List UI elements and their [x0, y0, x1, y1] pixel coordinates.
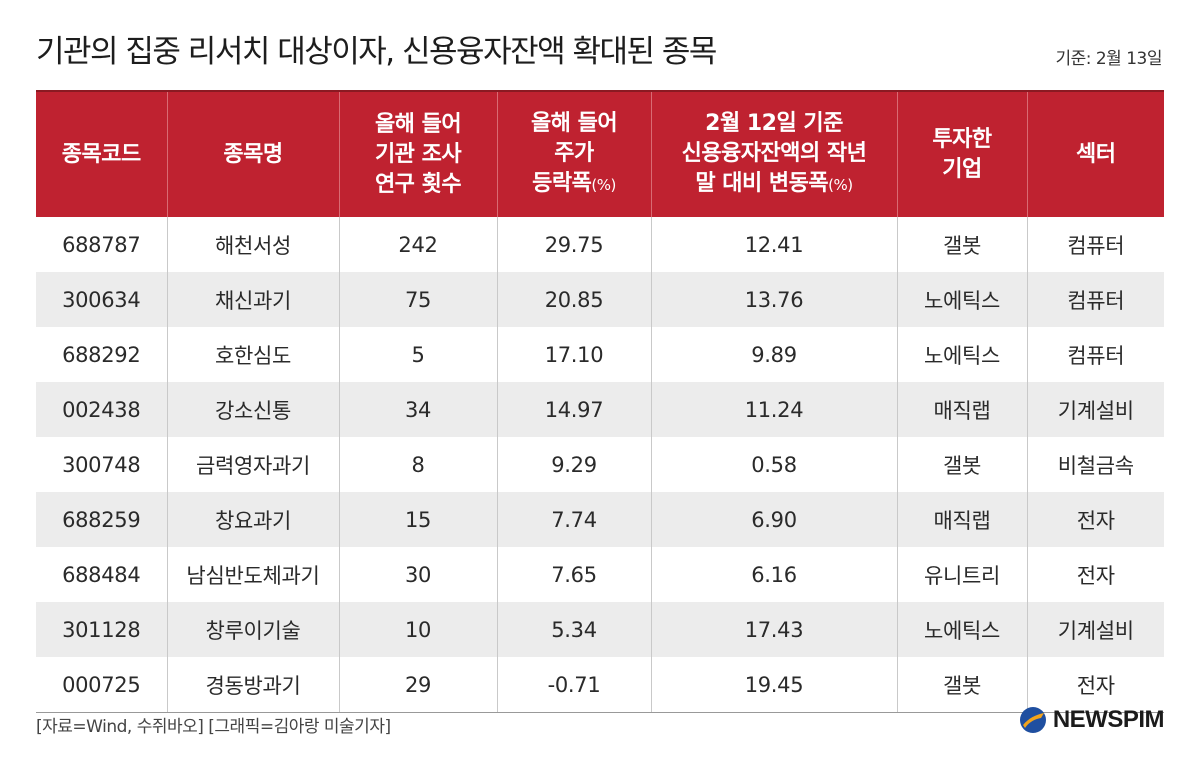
table-row: 688259 창요과기 15 7.74 6.90 매직랩 전자 — [36, 492, 1164, 547]
cell-margin-change: 0.58 — [650, 437, 897, 492]
cell-company: 매직랩 — [896, 382, 1027, 437]
cell-price-change: 7.74 — [496, 492, 651, 547]
cell-name: 창요과기 — [166, 492, 339, 547]
cell-margin-change: 13.76 — [650, 272, 897, 327]
table-row: 688484 남심반도체과기 30 7.65 6.16 유니트리 전자 — [36, 547, 1164, 602]
cell-code: 688787 — [62, 232, 141, 257]
cell-sector: 전자 — [1026, 657, 1164, 713]
stock-table-container: 종목코드 종목명 올해 들어 기관 조사 연구 횟수 올해 들어 주가 등락폭(… — [36, 90, 1164, 713]
header-research-count: 올해 들어 기관 조사 연구 횟수 — [338, 91, 497, 217]
date-label: 기준: 2월 13일 — [1055, 49, 1162, 69]
table-row: 688292 호한심도 5 17.10 9.89 노에틱스 컴퓨터 — [36, 327, 1164, 382]
table-row: 301128 창루이기술 10 5.34 17.43 노에틱스 기계설비 — [36, 602, 1164, 657]
cell-price-change: 20.85 — [496, 272, 651, 327]
cell-sector: 전자 — [1026, 547, 1164, 602]
cell-company: 매직랩 — [896, 492, 1027, 547]
cell-sector: 기계설비 — [1026, 382, 1164, 437]
newspim-logo-icon — [1019, 707, 1046, 733]
cell-code: 688292 — [62, 342, 141, 367]
cell-code: 688259 — [36, 492, 167, 547]
header-invested-company: 투자한 기업 — [896, 91, 1027, 217]
table-row: 000725 경동방과기 29 -0.71 19.45 갤봇 전자 — [36, 657, 1164, 713]
cell-name: 금력영자과기 — [166, 437, 339, 492]
header-margin-change: 2월 12일 기준 신용융자잔액의 작년 말 대비 변동폭(%) — [650, 91, 897, 217]
cell-research-count: 29 — [338, 657, 497, 713]
stock-table: 종목코드 종목명 올해 들어 기관 조사 연구 횟수 올해 들어 주가 등락폭(… — [36, 90, 1164, 713]
cell-research-count: 5 — [338, 327, 497, 382]
header-name: 종목명 — [166, 91, 339, 217]
newspim-logo-text: NEWSPIM — [1052, 706, 1165, 733]
cell-research-count: 34 — [338, 382, 497, 437]
cell-sector: 컴퓨터 — [1026, 327, 1164, 382]
cell-name: 채신과기 — [166, 272, 339, 327]
cell-price-change: 5.34 — [496, 602, 651, 657]
cell-code: 300748 — [62, 452, 141, 477]
cell-code: 000725 — [36, 657, 167, 713]
cell-name: 강소신통 — [166, 382, 339, 437]
cell-sector: 기계설비 — [1026, 602, 1164, 657]
cell-price-change: 17.10 — [496, 327, 651, 382]
cell-code: 300634 — [36, 272, 167, 327]
cell-margin-change: 12.41 — [650, 217, 897, 272]
cell-code: 301128 — [36, 602, 167, 657]
cell-code: 688484 — [62, 562, 141, 587]
cell-company: 노에틱스 — [896, 272, 1027, 327]
cell-research-count: 8 — [338, 437, 497, 492]
table-row: 300634 채신과기 75 20.85 13.76 노에틱스 컴퓨터 — [36, 272, 1164, 327]
cell-price-change: 14.97 — [496, 382, 651, 437]
cell-sector: 컴퓨터 — [1026, 217, 1164, 272]
cell-research-count: 75 — [338, 272, 497, 327]
cell-company: 노에틱스 — [896, 327, 1027, 382]
cell-company: 갤봇 — [896, 217, 1027, 272]
newspim-logo: NEWSPIM — [1019, 706, 1165, 734]
table-body: 688787 해천서성 242 29.75 12.41 갤봇 컴퓨터 300634 채신과기 75… — [36, 217, 1164, 713]
cell-name: 호한심도 — [166, 327, 339, 382]
cell-sector: 전자 — [1026, 492, 1164, 547]
cell-name: 남심반도체과기 — [166, 547, 339, 602]
table-row: 002438 강소신통 34 14.97 11.24 매직랩 기계설비 — [36, 382, 1164, 437]
cell-price-change: 29.75 — [496, 217, 651, 272]
header-code: 종목코드 — [36, 91, 167, 217]
cell-name: 창루이기술 — [166, 602, 339, 657]
cell-company: 갤봇 — [896, 437, 1027, 492]
cell-margin-change: 17.43 — [650, 602, 897, 657]
cell-price-change: 7.65 — [496, 547, 651, 602]
cell-margin-change: 6.16 — [650, 547, 897, 602]
cell-research-count: 242 — [338, 217, 497, 272]
cell-sector: 컴퓨터 — [1026, 272, 1164, 327]
table-row: 300748 금력영자과기 8 9.29 0.58 갤봇 비철금속 — [36, 437, 1164, 492]
cell-margin-change: 19.45 — [650, 657, 897, 713]
cell-company: 갤봇 — [896, 657, 1027, 713]
cell-code: 002438 — [36, 382, 167, 437]
cell-price-change: -0.71 — [496, 657, 651, 713]
cell-margin-change: 11.24 — [650, 382, 897, 437]
source-credit: [자료=Wind, 수쥐바오] [그래픽=김아랑 미술기자] — [36, 717, 391, 737]
header-price-change: 올해 들어 주가 등락폭(%) — [496, 91, 651, 217]
cell-company: 유니트리 — [896, 547, 1027, 602]
cell-company: 노에틱스 — [896, 602, 1027, 657]
cell-margin-change: 9.89 — [650, 327, 897, 382]
page-title: 기관의 집중 리서치 대상이자, 신용융자잔액 확대된 종목 — [36, 34, 717, 70]
cell-margin-change: 6.90 — [650, 492, 897, 547]
cell-name: 경동방과기 — [166, 657, 339, 713]
table-row: 688787 해천서성 242 29.75 12.41 갤봇 컴퓨터 — [36, 217, 1164, 272]
cell-price-change: 9.29 — [496, 437, 651, 492]
header-sector: 섹터 — [1026, 91, 1164, 217]
cell-research-count: 10 — [338, 602, 497, 657]
table-header-row: 종목코드 종목명 올해 들어 기관 조사 연구 횟수 올해 들어 주가 등락폭(… — [36, 91, 1164, 217]
cell-name: 해천서성 — [166, 217, 339, 272]
cell-research-count: 15 — [338, 492, 497, 547]
cell-research-count: 30 — [338, 547, 497, 602]
cell-sector: 비철금속 — [1026, 437, 1164, 492]
